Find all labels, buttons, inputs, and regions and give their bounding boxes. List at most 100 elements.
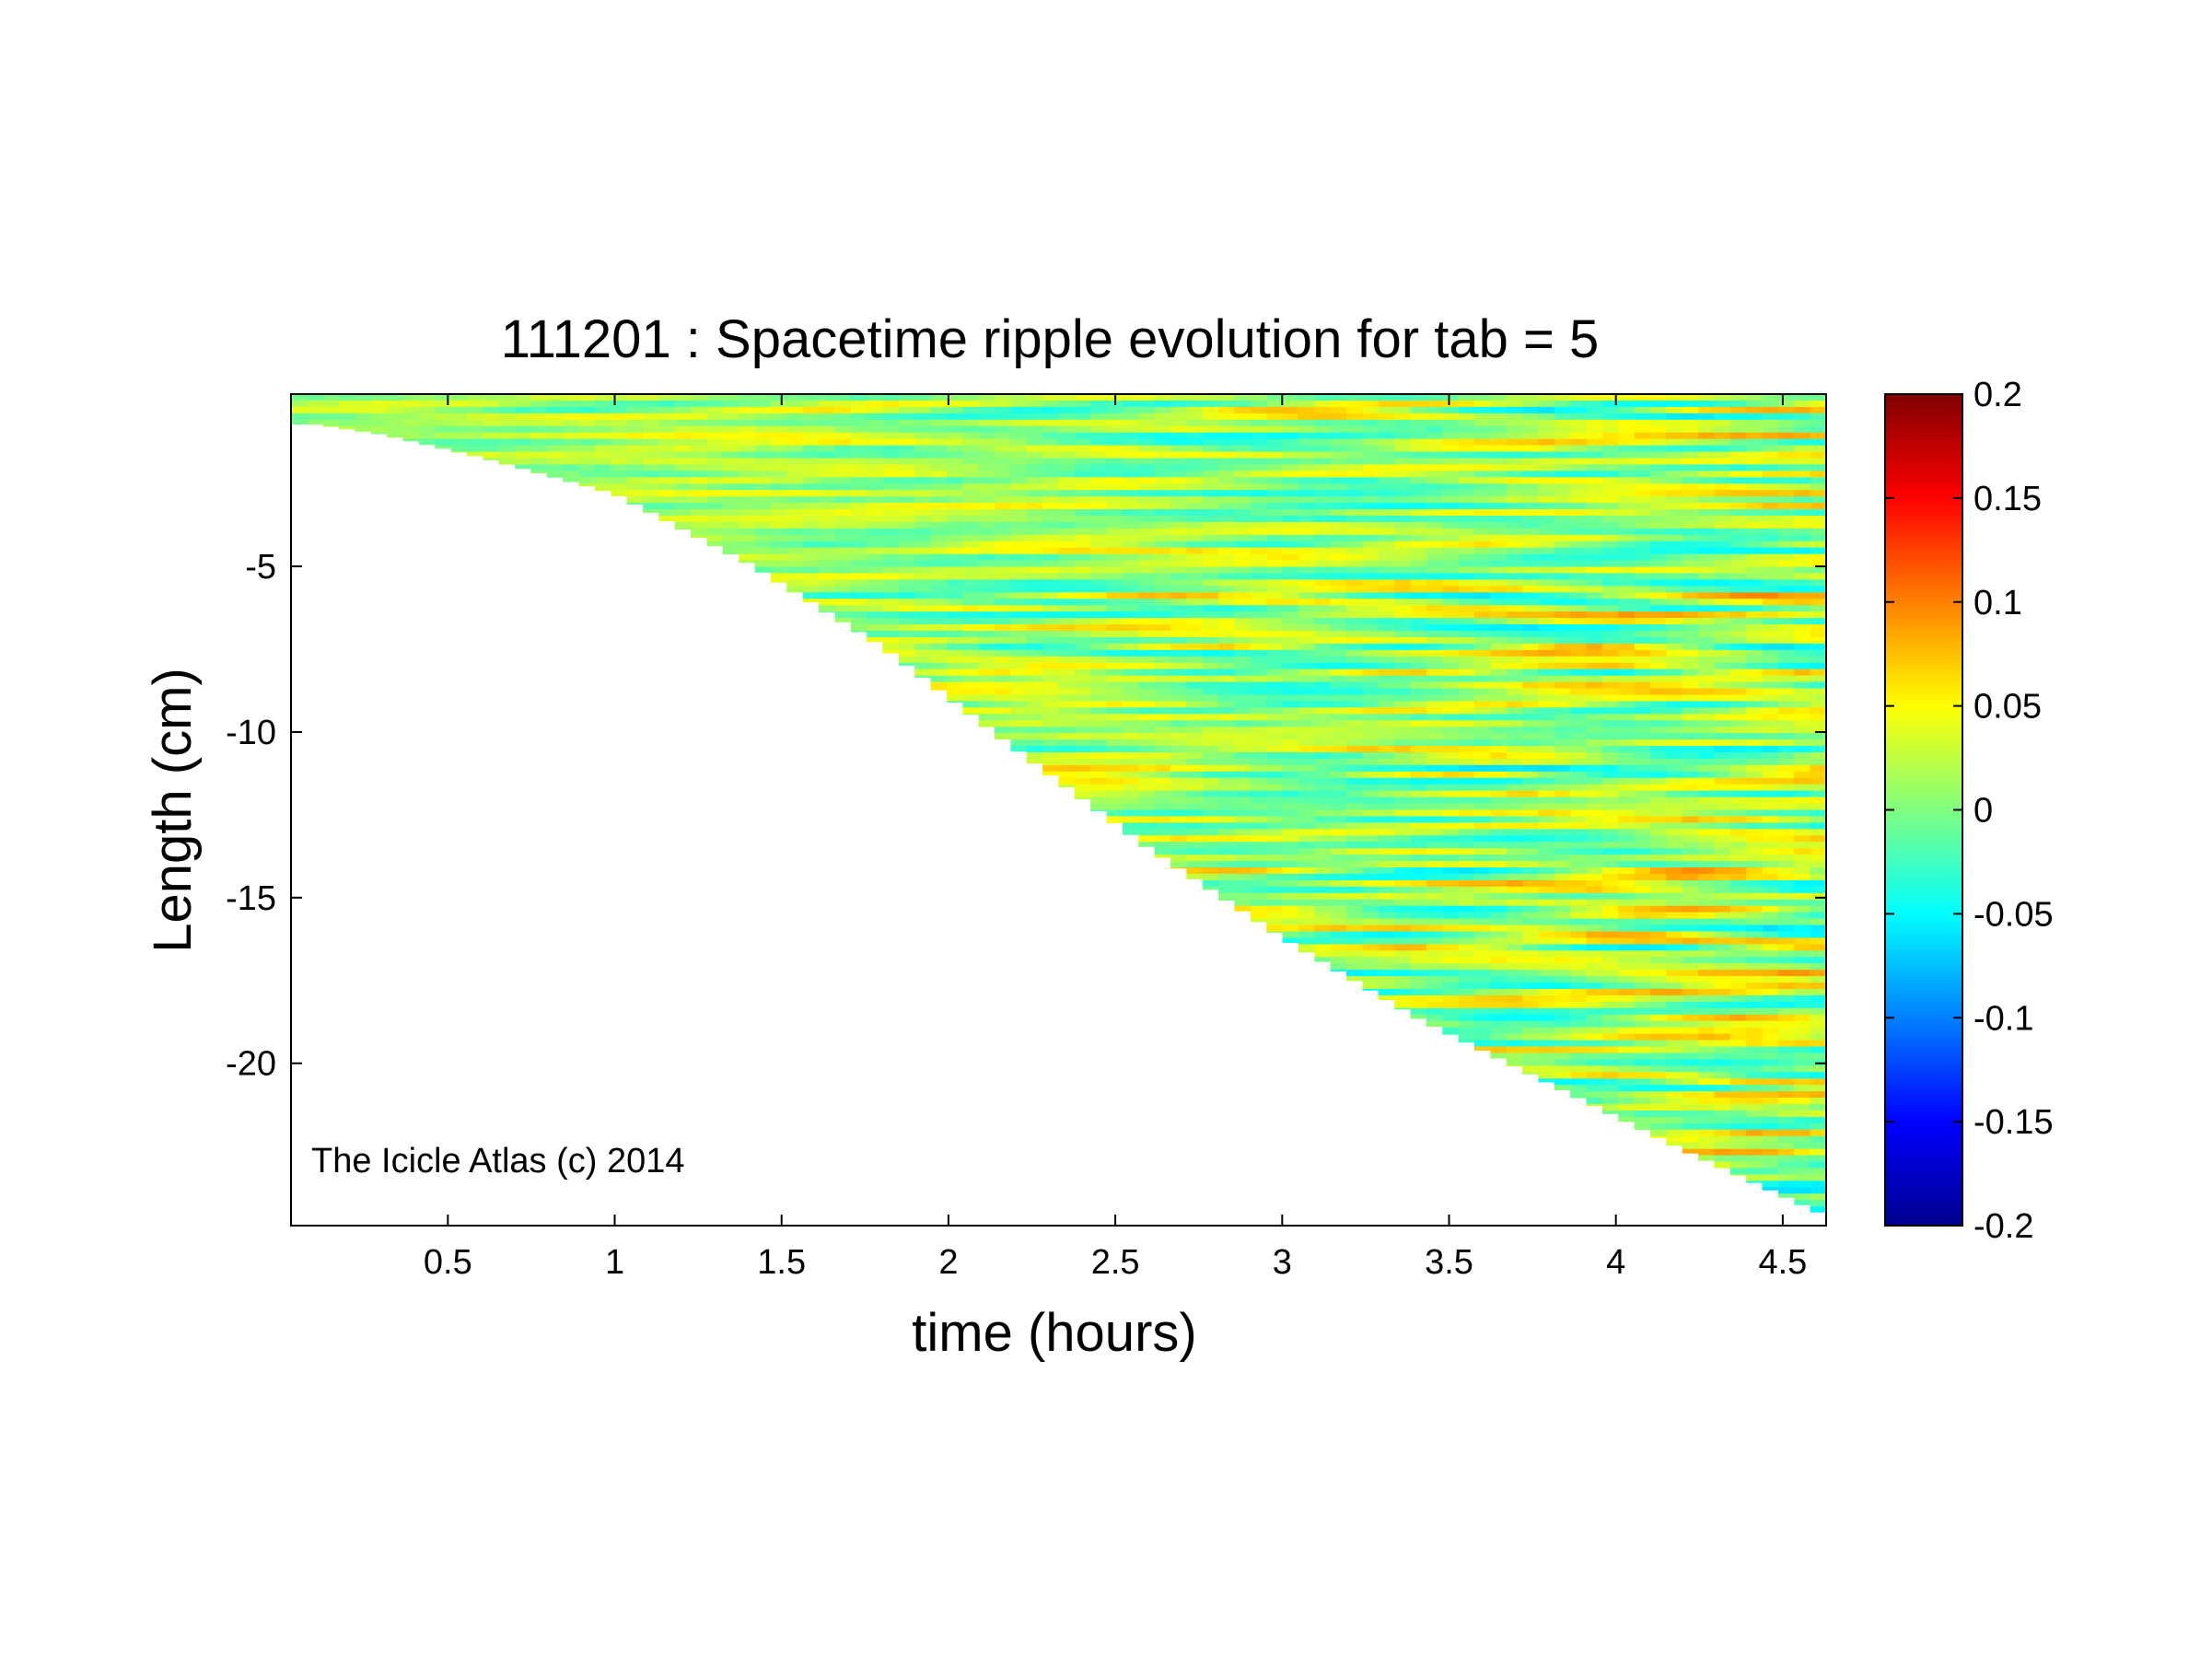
- heatmap-cell: [483, 452, 499, 459]
- heatmap-cell: [1459, 669, 1475, 677]
- heatmap-cell: [1379, 554, 1395, 562]
- heatmap-cell: [739, 522, 755, 529]
- heatmap-cell: [1682, 906, 1699, 913]
- heatmap-cell: [675, 401, 692, 408]
- heatmap-cell: [739, 426, 755, 434]
- heatmap-cell: [1570, 605, 1587, 612]
- heatmap-cell: [995, 490, 1011, 497]
- heatmap-cell: [643, 503, 659, 510]
- heatmap-cell: [1682, 413, 1699, 421]
- heatmap-cell: [1042, 605, 1059, 612]
- heatmap-cell: [1170, 407, 1187, 414]
- heatmap-cell: [1314, 906, 1331, 913]
- heatmap-cell: [1331, 676, 1347, 683]
- heatmap-cell: [1218, 887, 1235, 894]
- heatmap-cell: [1474, 401, 1491, 408]
- heatmap-cell: [1283, 541, 1299, 549]
- heatmap-cell: [323, 413, 340, 421]
- heatmap-cell: [435, 401, 451, 408]
- heatmap-cell: [1507, 503, 1523, 510]
- heatmap-cell: [1650, 413, 1667, 421]
- heatmap-cell: [1042, 452, 1059, 459]
- heatmap-cell: [1490, 804, 1507, 811]
- heatmap-cell: [1442, 669, 1459, 677]
- heatmap-cell: [1027, 618, 1043, 625]
- heatmap-cell: [1298, 516, 1315, 523]
- heatmap-cell: [1459, 976, 1475, 983]
- heatmap-cell: [1554, 682, 1571, 690]
- heatmap-cell: [1314, 855, 1331, 862]
- heatmap-cell: [1666, 509, 1682, 517]
- heatmap-cell: [1587, 714, 1603, 721]
- heatmap-cell: [1587, 1047, 1603, 1054]
- heatmap-cell: [1602, 503, 1619, 510]
- heatmap-cell: [1203, 701, 1219, 708]
- heatmap-cell: [1538, 458, 1554, 465]
- heatmap-cell: [947, 496, 963, 504]
- heatmap-cell: [834, 529, 851, 536]
- heatmap-cell: [1314, 548, 1331, 555]
- heatmap-cell: [611, 407, 627, 414]
- heatmap-cell: [1346, 900, 1363, 907]
- heatmap-cell: [1027, 599, 1043, 606]
- heatmap-cell: [1602, 561, 1619, 568]
- heatmap-cell: [691, 471, 707, 478]
- heatmap-cell: [1251, 919, 1267, 923]
- heatmap-cell: [1522, 663, 1539, 670]
- heatmap-cell: [1587, 483, 1603, 491]
- heatmap-cell: [355, 420, 371, 427]
- heatmap-cell: [1283, 880, 1299, 888]
- heatmap-cell: [1666, 490, 1682, 497]
- heatmap-cell: [1027, 433, 1043, 440]
- heatmap-cell: [1059, 567, 1076, 575]
- heatmap-cell: [1650, 913, 1667, 920]
- heatmap-cell: [1411, 599, 1427, 606]
- heatmap-cell: [899, 407, 915, 414]
- heatmap-cell: [786, 496, 803, 504]
- heatmap-cell: [1107, 694, 1123, 702]
- heatmap-cell: [1426, 477, 1443, 484]
- heatmap-cell: [1138, 490, 1155, 497]
- heatmap-cell: [1283, 669, 1299, 677]
- heatmap-cell: [1379, 822, 1395, 830]
- heatmap-cell: [1474, 624, 1491, 632]
- heatmap-cell: [1027, 720, 1043, 727]
- heatmap-cell: [979, 446, 995, 453]
- heatmap-cell: [1650, 541, 1667, 549]
- heatmap-cell: [1554, 848, 1571, 855]
- heatmap-cell: [1010, 516, 1027, 523]
- heatmap-cell: [1682, 471, 1699, 478]
- heatmap-cell: [1394, 458, 1411, 465]
- heatmap-cell: [1266, 592, 1283, 599]
- heatmap-cell: [1010, 746, 1027, 751]
- heatmap-cell: [1602, 592, 1619, 599]
- heatmap-cell: [1170, 631, 1187, 638]
- heatmap-cell: [803, 496, 820, 504]
- heatmap-cell: [819, 420, 835, 427]
- heatmap-cell: [1235, 810, 1252, 818]
- heatmap-cell: [755, 529, 772, 536]
- heatmap-cell: [1602, 765, 1619, 773]
- heatmap-cell: [803, 458, 820, 465]
- heatmap-cell: [1298, 925, 1315, 933]
- heatmap-cell: [1522, 848, 1539, 855]
- heatmap-cell: [1138, 599, 1155, 606]
- heatmap-cell: [899, 611, 915, 619]
- heatmap-cell: [1298, 816, 1315, 823]
- heatmap-cell: [1522, 900, 1539, 907]
- heatmap-cell: [1538, 477, 1554, 484]
- heatmap-cell: [931, 413, 948, 421]
- heatmap-cell: [1218, 759, 1235, 766]
- heatmap-cell: [1411, 867, 1427, 875]
- heatmap-cell: [1218, 592, 1235, 599]
- heatmap-cell: [834, 541, 851, 549]
- heatmap-cell: [1474, 759, 1491, 766]
- heatmap-cell: [899, 579, 915, 587]
- heatmap-cell: [1042, 477, 1059, 484]
- heatmap-cell: [1314, 720, 1331, 727]
- heatmap-cell: [1554, 496, 1571, 504]
- heatmap-cell: [1554, 900, 1571, 907]
- heatmap-cell: [1298, 624, 1315, 632]
- heatmap-cell: [1411, 887, 1427, 894]
- heatmap-cell: [1314, 592, 1331, 599]
